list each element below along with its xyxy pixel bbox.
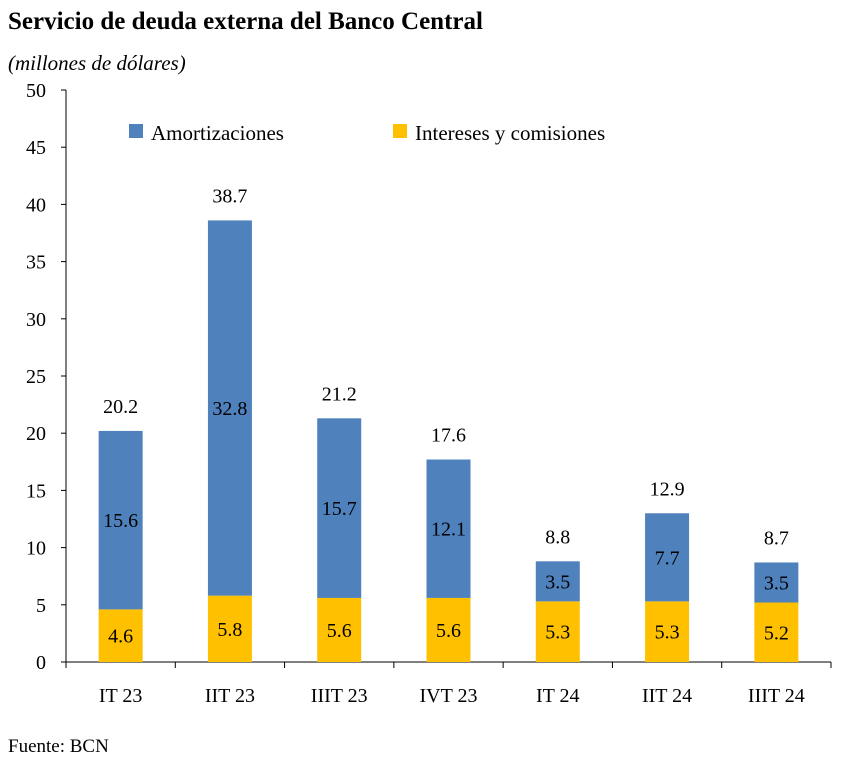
y-tick-label: 25 bbox=[26, 366, 46, 388]
bar-amortizaciones bbox=[426, 459, 471, 598]
y-tick-label: 15 bbox=[26, 480, 46, 502]
bar-amortizaciones bbox=[535, 561, 580, 602]
data-label-intereses: 5.6 bbox=[327, 620, 352, 642]
legend-swatch-intereses bbox=[393, 124, 407, 138]
data-label-intereses: 5.8 bbox=[217, 619, 242, 641]
x-tick-label: IIT 23 bbox=[205, 685, 255, 707]
data-label-total: 17.6 bbox=[431, 425, 466, 447]
bar-intereses bbox=[317, 597, 362, 662]
y-tick-label: 40 bbox=[26, 194, 46, 216]
legend-swatch-amortizaciones bbox=[129, 124, 143, 138]
data-label-amortizaciones: 3.5 bbox=[545, 571, 570, 593]
data-label-amortizaciones: 15.7 bbox=[322, 498, 357, 520]
axes: 0 5 10 15 20 25 30 35 40 45 50 IT 23 IIT 23 IIIT 23 IV… bbox=[26, 80, 832, 707]
bar-amortizaciones bbox=[317, 418, 362, 598]
y-tick-label: 50 bbox=[26, 80, 46, 102]
bar-intereses bbox=[645, 601, 690, 662]
y-tick-label: 10 bbox=[26, 538, 46, 560]
x-tick-label: IVT 23 bbox=[420, 685, 478, 707]
data-label-intereses: 5.3 bbox=[655, 622, 680, 644]
data-label-total: 12.9 bbox=[650, 478, 685, 500]
bars bbox=[98, 220, 799, 662]
bar-amortizaciones bbox=[207, 220, 252, 596]
legend-label-amortizaciones: Amortizaciones bbox=[151, 121, 284, 145]
data-label-total: 38.7 bbox=[212, 185, 247, 207]
data-label-total: 20.2 bbox=[103, 396, 138, 418]
data-label-intereses: 4.6 bbox=[108, 626, 133, 648]
legend-label-intereses: Intereses y comisiones bbox=[415, 121, 605, 145]
x-tick-label: IT 24 bbox=[536, 685, 580, 707]
chart-subtitle: (millones de dólares) bbox=[8, 51, 186, 75]
data-label-total: 21.2 bbox=[322, 383, 357, 405]
y-tick-label: 30 bbox=[26, 309, 46, 331]
bar-intereses bbox=[207, 595, 252, 662]
x-tick-label: IIIT 24 bbox=[748, 685, 805, 707]
bar-intereses bbox=[426, 597, 471, 662]
data-label-amortizaciones: 15.6 bbox=[103, 510, 138, 532]
bar-amortizaciones bbox=[645, 513, 690, 602]
data-label-intereses: 5.2 bbox=[764, 622, 789, 644]
legend: Amortizaciones Intereses y comisiones bbox=[129, 121, 605, 145]
bar-amortizaciones bbox=[98, 430, 143, 610]
data-labels: 4.6 15.6 20.2 5.8 32.8 38.7 5.6 15.7 21.2 5.6 12.1… bbox=[103, 185, 789, 647]
data-label-total: 8.7 bbox=[764, 527, 789, 549]
data-label-total: 8.8 bbox=[545, 526, 570, 548]
x-tick-label: IT 23 bbox=[99, 685, 143, 707]
bar-amortizaciones bbox=[754, 562, 799, 603]
x-tick-label: IIT 24 bbox=[642, 685, 692, 707]
y-tick-label: 20 bbox=[26, 423, 46, 445]
data-label-amortizaciones: 7.7 bbox=[655, 547, 680, 569]
data-label-amortizaciones: 32.8 bbox=[212, 398, 247, 420]
y-tick-label: 5 bbox=[36, 595, 46, 617]
x-tick-label: IIIT 23 bbox=[311, 685, 368, 707]
y-tick-label: 35 bbox=[26, 252, 46, 274]
bar-intereses bbox=[98, 609, 143, 662]
data-label-intereses: 5.3 bbox=[545, 622, 570, 644]
data-label-amortizaciones: 3.5 bbox=[764, 572, 789, 594]
bar-intereses bbox=[535, 601, 580, 662]
bar-intereses bbox=[754, 602, 799, 662]
source-note: Fuente: BCN bbox=[8, 736, 109, 757]
data-label-amortizaciones: 12.1 bbox=[431, 519, 466, 541]
chart-title: Servicio de deuda externa del Banco Cent… bbox=[8, 8, 483, 35]
y-tick-label: 45 bbox=[26, 137, 46, 159]
data-label-intereses: 5.6 bbox=[436, 620, 461, 642]
y-tick-label: 0 bbox=[36, 652, 46, 674]
